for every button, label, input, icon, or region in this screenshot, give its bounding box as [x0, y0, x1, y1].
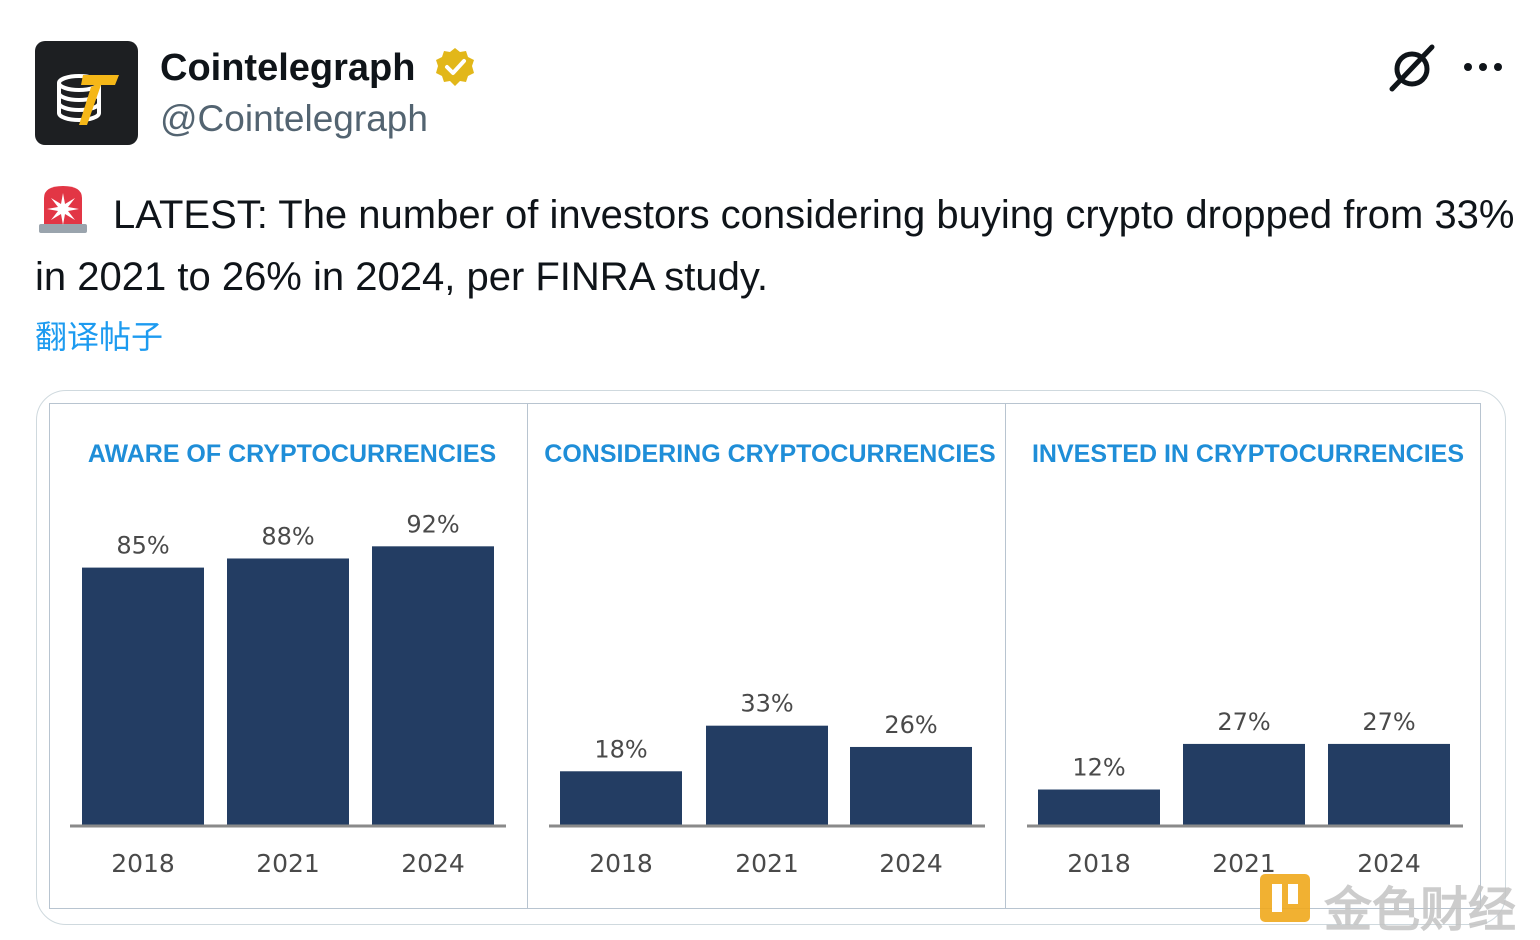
bar	[82, 567, 204, 826]
watermark: 金色财经	[1258, 868, 1530, 938]
data-label: 18%	[594, 735, 647, 763]
chart-title: CONSIDERING CRYPTOCURRENCIES	[544, 440, 995, 468]
x-tick-label: 2024	[401, 849, 465, 878]
bar	[706, 725, 828, 826]
handle[interactable]: @Cointelegraph	[160, 98, 428, 139]
display-name[interactable]: Cointelegraph	[160, 47, 416, 89]
chart-title: AWARE OF CRYPTOCURRENCIES	[88, 440, 496, 468]
post-text: LATEST: The number of investors consider…	[35, 184, 1515, 308]
x-tick-label: 2021	[256, 849, 320, 878]
verified-badge-icon	[436, 48, 474, 86]
x-tick-label: 2024	[879, 849, 943, 878]
bar	[850, 746, 972, 826]
x-tick-label: 2018	[111, 849, 175, 878]
avatar[interactable]	[35, 41, 138, 145]
data-label: 92%	[406, 510, 459, 538]
data-label: 33%	[740, 690, 793, 718]
data-label: 85%	[116, 532, 169, 560]
panel-divider	[1005, 404, 1006, 908]
data-label: 27%	[1362, 708, 1415, 736]
watermark-logo-icon	[1260, 874, 1310, 922]
watermark-text: 金色财经	[1324, 882, 1517, 938]
x-tick-label: 2024	[1357, 849, 1421, 878]
bar	[1038, 789, 1160, 826]
cointelegraph-logo-icon	[57, 74, 119, 125]
bar-charts: AWARE OF CRYPTOCURRENCIES 85% 2018 88% 2021 9…	[70, 440, 1464, 878]
chart-title: INVESTED IN CRYPTOCURRENCIES	[1032, 440, 1464, 468]
data-label: 26%	[884, 711, 937, 739]
grok-icon[interactable]	[1388, 44, 1438, 94]
translate-post-link[interactable]: 翻译帖子	[35, 319, 164, 355]
siren-emoji	[39, 186, 87, 233]
bar	[1328, 743, 1450, 826]
bar	[560, 771, 682, 826]
bar	[227, 558, 349, 826]
more-icon[interactable]	[1462, 60, 1504, 74]
x-tick-label: 2021	[735, 849, 799, 878]
chart-frame: AWARE OF CRYPTOCURRENCIES 85% 2018 88% 2021 9…	[49, 403, 1481, 909]
bar	[1183, 743, 1305, 826]
data-label: 88%	[261, 522, 314, 550]
bar	[372, 546, 494, 826]
post-text-body: LATEST: The number of investors consider…	[35, 193, 1515, 299]
data-label: 27%	[1217, 708, 1270, 736]
x-tick-label: 2018	[589, 849, 653, 878]
post-media-image[interactable]: AWARE OF CRYPTOCURRENCIES 85% 2018 88% 2021 9…	[36, 390, 1506, 925]
data-label: 12%	[1072, 754, 1125, 782]
panel-divider	[527, 404, 528, 908]
x-tick-label: 2018	[1067, 849, 1131, 878]
x-tick-label: 2021	[1212, 849, 1276, 878]
